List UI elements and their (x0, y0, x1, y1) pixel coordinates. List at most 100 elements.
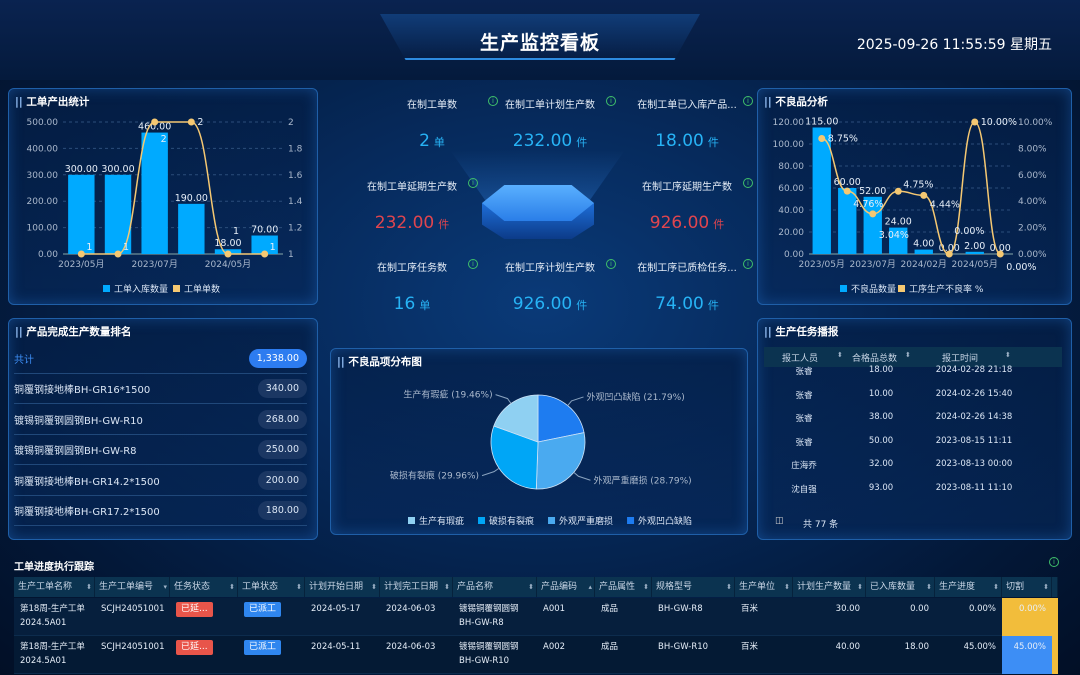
column-title: 产品属性 (599, 582, 636, 592)
column-header[interactable]: 已入库数量 ⬍ (866, 577, 935, 597)
column-header[interactable]: 产品属性 ⬍ (595, 577, 652, 597)
tracking-title: 工单进度执行跟踪 (14, 562, 94, 573)
stat-card: 在制工序计划生产数 i 926.00 件 (480, 259, 620, 314)
sort-icon[interactable]: ⬍ (857, 583, 863, 591)
legend-swatch (103, 285, 110, 292)
sort-icon[interactable]: ⬍ (726, 583, 732, 591)
order-status-badge[interactable]: 已派工 (244, 602, 282, 617)
column-header[interactable]: 生产工单编号 ▾ (95, 577, 170, 597)
stat-number: 18.00 (655, 131, 704, 151)
info-icon[interactable]: i (488, 96, 498, 106)
column-header[interactable]: 计划开始日期 ⬍ (305, 577, 380, 597)
cell-task_status: 已延... (170, 602, 238, 617)
reporter: 庄海乔 (791, 461, 817, 471)
ranking-row: 铜覆钢接地棒BH-GR14.2*1500 200.00 (14, 466, 307, 496)
y2-tick-label: 1.6 (288, 171, 303, 181)
sort-icon[interactable]: ⬍ (1043, 583, 1049, 591)
sort-icon[interactable]: ⬍ (86, 583, 92, 591)
sort-icon[interactable]: ⬍ (784, 583, 790, 591)
info-icon[interactable]: i (468, 259, 478, 269)
cell-text: 百米 (741, 642, 759, 652)
sort-icon[interactable]: ⬍ (528, 583, 534, 591)
info-icon[interactable]: i (743, 178, 753, 188)
sort-icon[interactable]: ⬍ (444, 583, 450, 591)
line-label: 2 (161, 134, 167, 145)
line-point (894, 187, 902, 195)
sort-icon[interactable]: ⬍ (993, 583, 999, 591)
sort-icon[interactable]: ▾ (163, 583, 167, 591)
sort-icon[interactable]: ⬍ (905, 351, 911, 359)
slice-label: 破损有裂痕 (29.96%) (390, 470, 479, 482)
y2-tick-label: 6.00% (1018, 171, 1047, 181)
column-header[interactable]: 生产工单名称 ⬍ (14, 577, 95, 597)
panel-title: 工单产出统计 (15, 94, 89, 109)
cell-stored: 18.00 (866, 640, 935, 654)
column-header[interactable]: 计划完工日期 ⬍ (380, 577, 453, 597)
task-status-badge[interactable]: 已延... (176, 640, 213, 655)
line-point (187, 118, 195, 126)
sort-icon[interactable]: ⬍ (229, 583, 235, 591)
info-icon[interactable]: i (743, 96, 753, 106)
cell-plan: 30.00 (793, 602, 866, 616)
column-header[interactable]: 生产单位 ⬍ (735, 577, 793, 597)
cell-text: 45.00% (963, 642, 996, 652)
defect-pie-chart: 外观凹凸缺陷 (21.79%) 外观严重磨损 (28.79%) 破损有裂痕 (29.… (390, 389, 692, 527)
column-header[interactable]: 计划生产数量 ⬍ (793, 577, 866, 597)
qualified-count: 38.00 (868, 412, 894, 422)
total-count: 共 77 条 (803, 520, 839, 530)
info-icon[interactable]: i (606, 259, 616, 269)
y2-tick-label: 1 (288, 250, 294, 260)
sort-icon[interactable]: ⬍ (926, 583, 932, 591)
col-qualified[interactable]: 合格品总数 (852, 354, 898, 364)
sort-icon[interactable]: ▴ (588, 583, 592, 591)
sort-icon[interactable]: ⬍ (296, 583, 302, 591)
cut-extra-cell (1052, 598, 1058, 636)
info-icon[interactable]: i (1049, 557, 1059, 567)
bar-label: 300.00 (65, 164, 98, 175)
bar (863, 196, 882, 254)
cell-text: 成品 (601, 604, 619, 614)
cell-text: 0.00% (968, 604, 996, 614)
task-row: 庄海乔 32.00 2023-08-13 00:00 (764, 459, 1064, 482)
cell-text: A002 (543, 642, 566, 652)
column-header[interactable]: 工单状态 ⬍ (238, 577, 305, 597)
column-header[interactable]: 切割 ⬍ (1002, 577, 1052, 597)
stat-value: 926.00 件 (617, 213, 757, 233)
info-icon[interactable]: i (468, 178, 478, 188)
ranking-row: 铜覆钢接地棒BH-GR17.2*1500 180.00 (14, 496, 307, 526)
order-status-badge[interactable]: 已派工 (244, 640, 282, 655)
column-header[interactable]: 产品名称 ⬍ (453, 577, 537, 597)
column-header[interactable]: 产品编码 ▴ (537, 577, 595, 597)
column-header[interactable]: 任务状态 ⬍ (170, 577, 238, 597)
sort-icon[interactable]: ⬍ (1005, 351, 1011, 359)
reporter: 张睿 (795, 437, 813, 448)
ranking-total-row: 共计 1,338.00 (14, 344, 307, 374)
stat-card: 在制工序已质检任务... i 74.00 件 (617, 259, 757, 314)
header: 生产监控看板 2025-09-26 11:55:59 星期五 (0, 0, 1080, 80)
line-label: 4.76% (853, 199, 883, 210)
y2-tick-label: 0.00% (1018, 250, 1047, 260)
cell-product: 镀锡铜覆钢圆钢 BH-GW-R8 (453, 602, 537, 630)
sort-icon[interactable]: ⬍ (643, 583, 649, 591)
y-tick-label: 100.00 (27, 224, 59, 234)
cut-value: 0.00% (1018, 604, 1046, 614)
sort-icon[interactable]: ⬍ (837, 351, 843, 359)
col-reporter[interactable]: 报工人员 (782, 354, 819, 364)
legend-label: 工单入库数量 (114, 283, 168, 295)
col-report-time[interactable]: 报工时间 (942, 354, 979, 364)
info-icon[interactable]: i (606, 96, 616, 106)
sort-icon[interactable]: ⬍ (371, 583, 377, 591)
label-leader (573, 471, 591, 481)
column-header[interactable]: 规格型号 ⬍ (652, 577, 735, 597)
bar (812, 127, 831, 254)
info-icon[interactable]: i (743, 259, 753, 269)
cell-plan: 40.00 (793, 640, 866, 654)
y2-tick-label: 4.00% (1018, 197, 1047, 207)
column-header[interactable]: 生产进度 ⬍ (935, 577, 1002, 597)
label-leader (567, 396, 584, 406)
bar-label: 190.00 (175, 193, 208, 204)
pagination-icon[interactable]: ◫ (775, 516, 784, 526)
task-status-badge[interactable]: 已延... (176, 602, 213, 617)
column-header-extra (1052, 577, 1058, 597)
line-label: 1 (233, 226, 239, 237)
